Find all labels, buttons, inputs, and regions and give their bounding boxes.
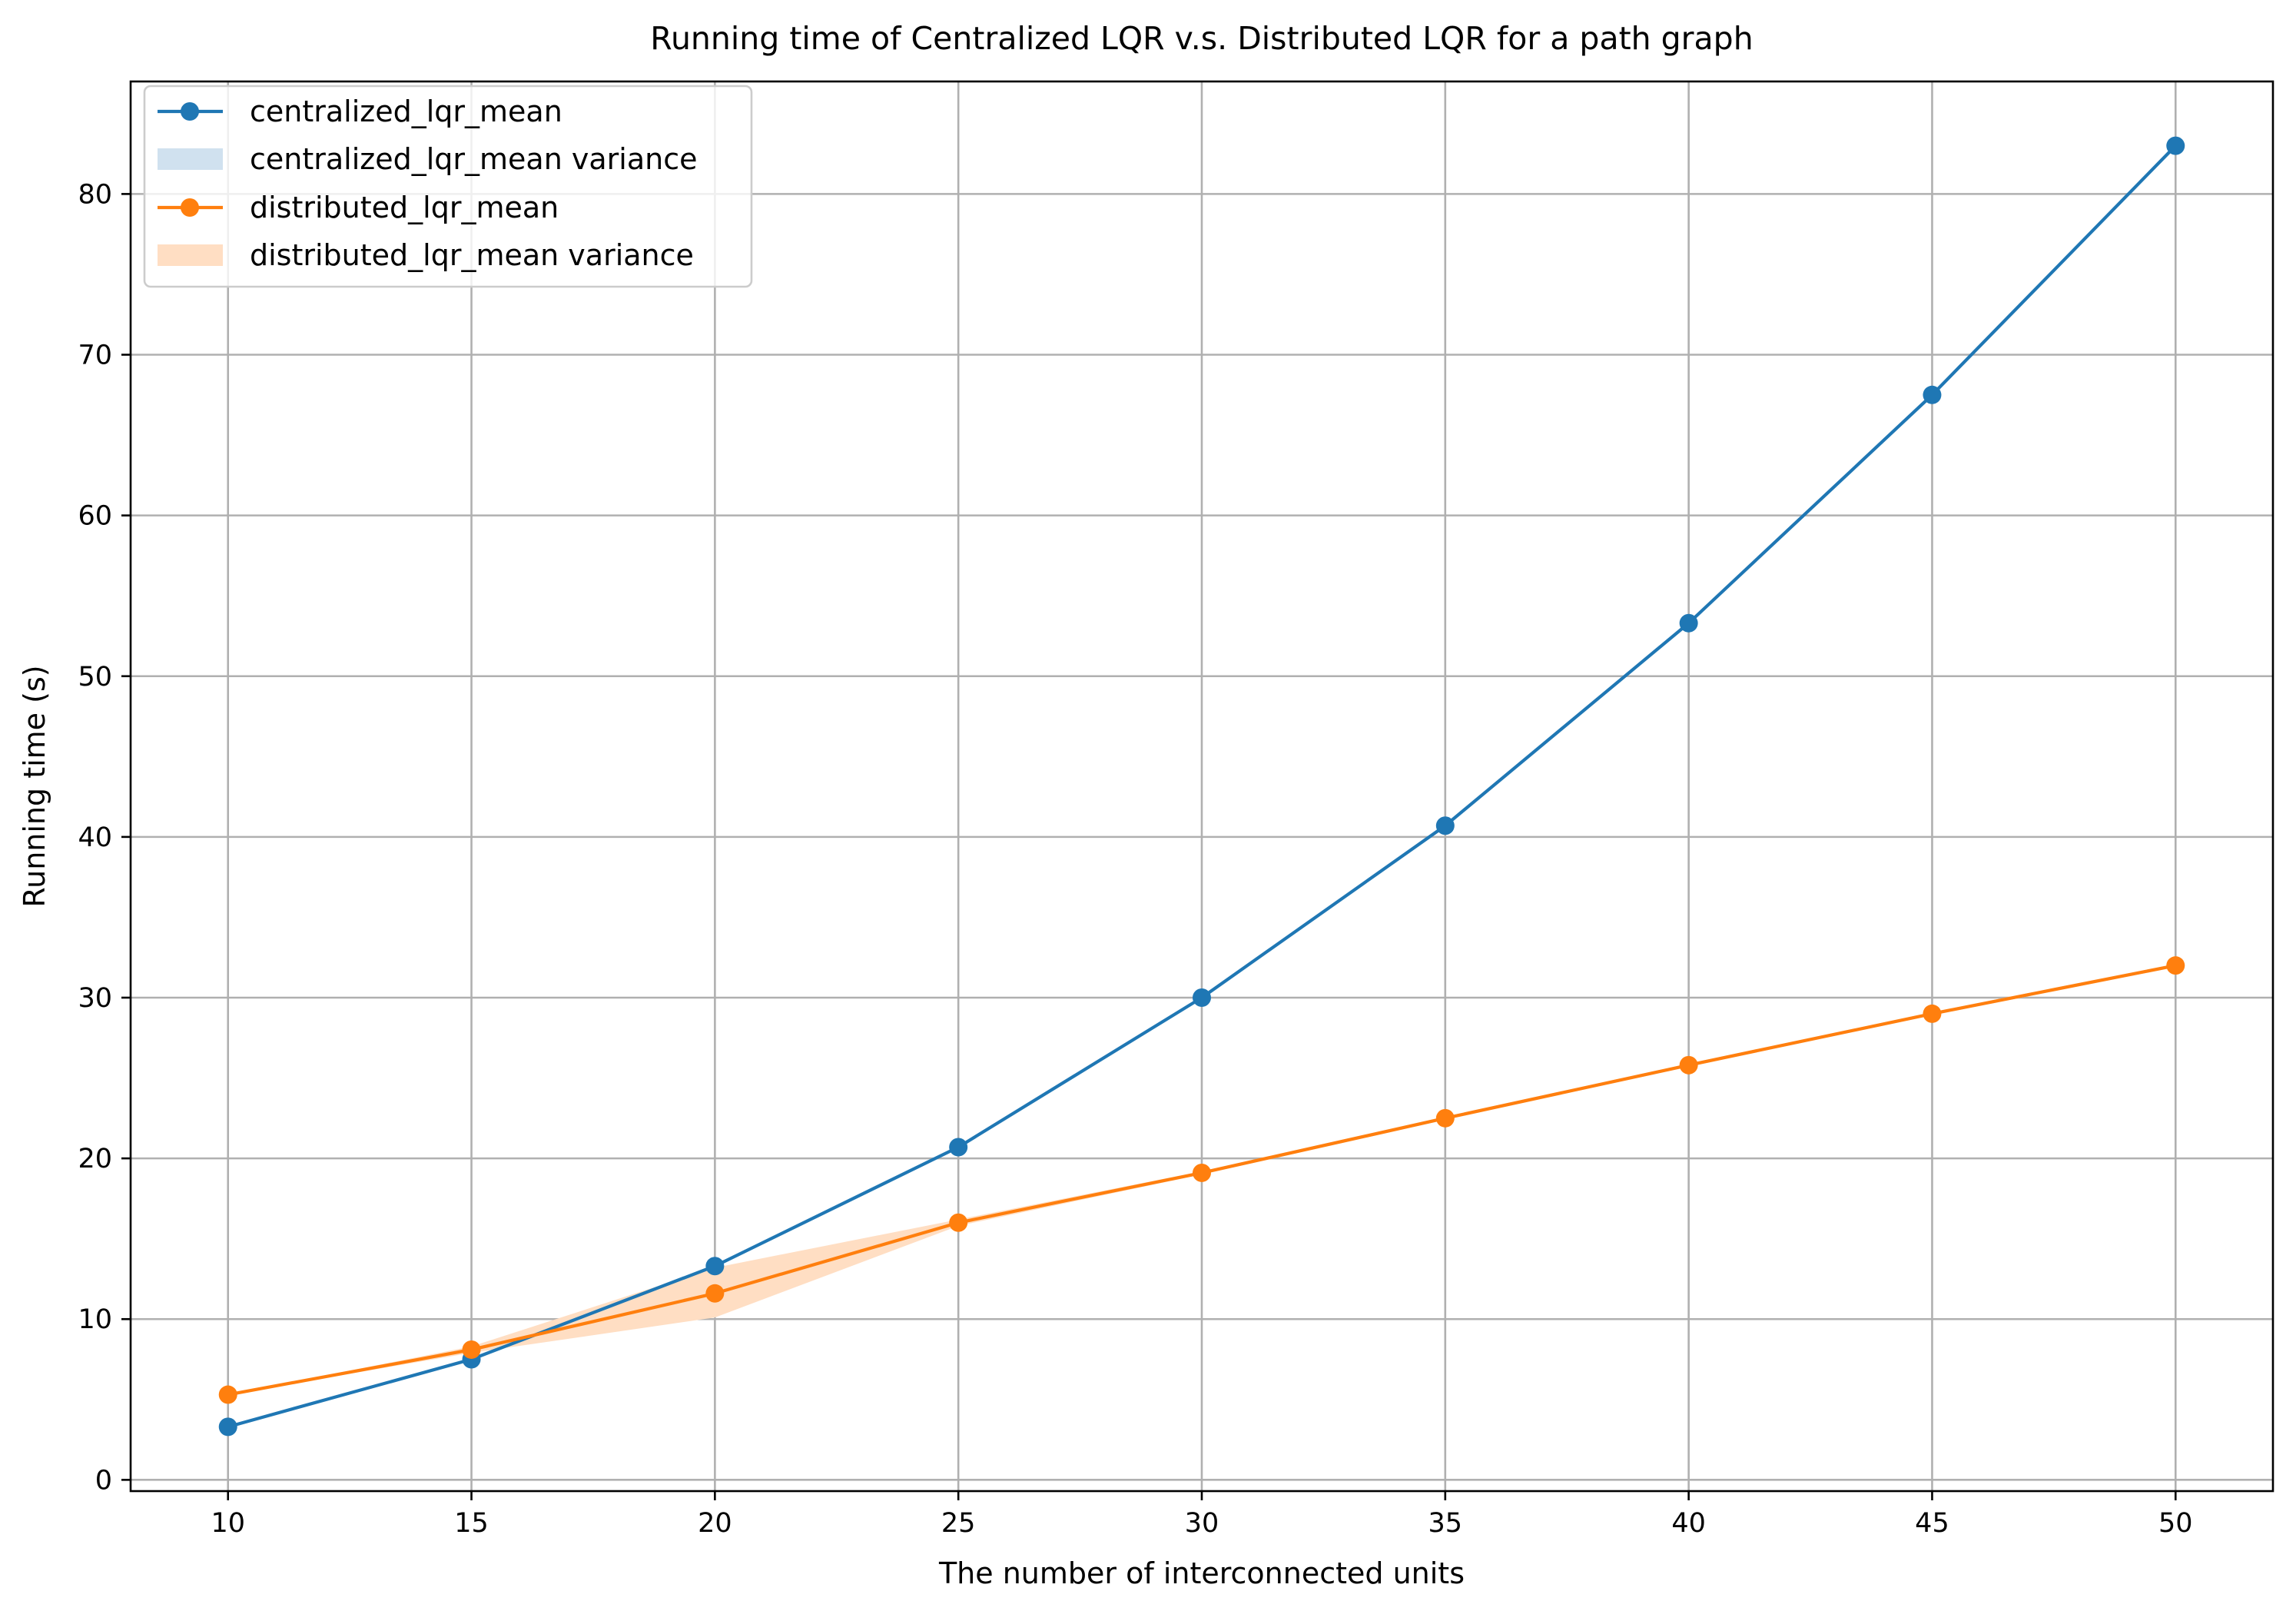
x-axis-label: The number of interconnected units [938,1556,1465,1590]
series-markers [218,136,2185,1437]
data-point-0 [949,1138,968,1157]
data-point-1 [1679,1055,1698,1075]
data-point-0 [218,1417,237,1437]
chart-title: Running time of Centralized LQR v.s. Dis… [650,20,1753,57]
y-axis-label: Running time (s) [18,665,51,907]
x-tick-label: 45 [1915,1508,1949,1539]
data-point-0 [705,1257,725,1276]
legend-marker-centralized [181,102,199,121]
legend-swatch-centralized-variance [158,148,223,170]
y-tick-label: 30 [78,983,112,1014]
legend-swatch-distributed-variance [158,244,223,266]
data-point-1 [1193,1163,1211,1182]
data-point-0 [1435,816,1455,835]
data-point-1 [462,1340,481,1359]
x-tick-label: 10 [211,1508,245,1539]
legend: centralized_lqr_mean centralized_lqr_mea… [143,85,753,288]
legend-label-distributed: distributed_lqr_mean [250,191,559,224]
data-point-1 [2166,956,2185,975]
data-point-1 [949,1213,968,1232]
y-tick-label: 40 [78,822,112,853]
y-tick-label: 20 [78,1144,112,1174]
legend-box [143,85,753,288]
x-tick-label: 35 [1428,1508,1463,1539]
data-point-1 [1923,1004,1942,1023]
data-point-1 [1435,1108,1455,1128]
y-tick-label: 50 [78,662,112,693]
y-tick-label: 0 [95,1465,112,1496]
legend-label-centralized: centralized_lqr_mean [250,95,562,128]
legend-label-distributed-variance: distributed_lqr_mean variance [250,238,694,272]
x-tick-label: 50 [2158,1508,2193,1539]
grid-lines [131,81,2273,1491]
data-point-0 [1193,988,1211,1007]
data-point-1 [705,1284,725,1303]
x-axis-ticks: 10 15 20 25 30 35 40 45 50 [211,1491,2193,1539]
legend-marker-distributed [181,198,199,217]
y-tick-label: 80 [78,179,112,210]
x-tick-label: 25 [941,1508,976,1539]
y-tick-label: 10 [78,1304,112,1335]
data-point-1 [218,1385,237,1404]
data-point-0 [1923,385,1942,404]
x-tick-label: 30 [1185,1508,1219,1539]
data-point-0 [1679,613,1698,633]
data-point-0 [2166,136,2185,155]
x-tick-label: 40 [1671,1508,1706,1539]
x-tick-label: 15 [454,1508,489,1539]
y-tick-label: 70 [78,340,112,371]
x-tick-label: 20 [698,1508,732,1539]
y-axis-ticks: 0 10 20 30 40 50 60 70 80 [78,179,131,1496]
y-tick-label: 60 [78,501,112,532]
legend-label-centralized-variance: centralized_lqr_mean variance [250,142,697,176]
